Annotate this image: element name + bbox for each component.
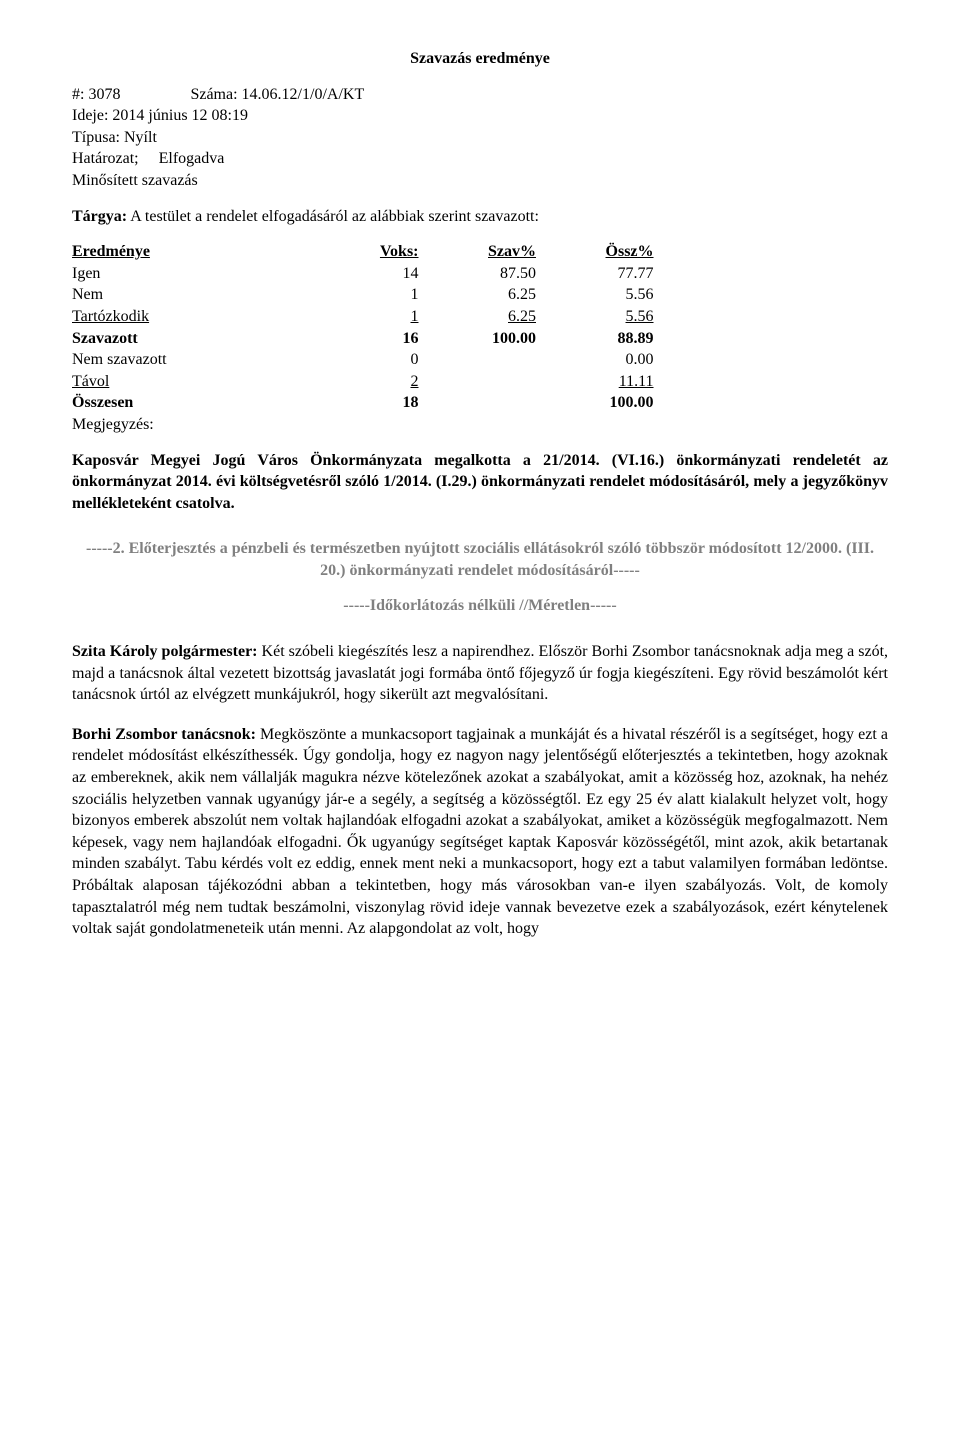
results-header-cell: Szav% — [425, 241, 543, 263]
results-row: Nem szavazott0 0.00 — [72, 349, 660, 371]
results-row: Igen1487.5077.77 — [72, 263, 660, 285]
agenda-heading: -----2. Előterjesztés a pénzbeli és term… — [72, 538, 888, 581]
results-cell — [425, 414, 543, 436]
results-cell: Nem — [72, 284, 307, 306]
number-label: Száma: — [190, 86, 237, 103]
results-cell: 5.56 — [542, 284, 660, 306]
meta-hash-line: #: 3078 Száma: 14.06.12/1/0/A/KT — [72, 84, 888, 106]
results-cell — [425, 392, 543, 414]
results-row: Összesen18 100.00 — [72, 392, 660, 414]
hash-cell: #: 3078 — [72, 84, 120, 106]
results-cell: 6.25 — [425, 306, 543, 328]
type-line: Típusa: Nyílt — [72, 127, 888, 149]
meta-block: #: 3078 Száma: 14.06.12/1/0/A/KT Ideje: … — [72, 84, 888, 192]
results-header-cell: Voks: — [307, 241, 425, 263]
results-cell: Összesen — [72, 392, 307, 414]
hash-label: #: — [72, 86, 84, 103]
results-row: Tartózkodik16.255.56 — [72, 306, 660, 328]
results-header-row: EredményeVoks:Szav%Össz% — [72, 241, 660, 263]
type-label: Típusa: — [72, 129, 120, 146]
document-title: Szavazás eredménye — [72, 48, 888, 70]
type-value: Nyílt — [124, 129, 157, 146]
paragraph-text: Megköszönte a munkacsoport tagjainak a m… — [72, 726, 888, 937]
speaker-name: Borhi Zsombor tanácsnok: — [72, 726, 256, 743]
number-value: 14.06.12/1/0/A/KT — [242, 86, 365, 103]
results-table: EredményeVoks:Szav%Össz%Igen1487.5077.77… — [72, 241, 660, 435]
time-line: Ideje: 2014 június 12 08:19 — [72, 105, 888, 127]
subject-text: A testület a rendelet elfogadásáról az a… — [130, 208, 539, 225]
results-cell: Tartózkodik — [72, 306, 307, 328]
results-cell: Igen — [72, 263, 307, 285]
results-cell: 87.50 — [425, 263, 543, 285]
results-row: Nem16.255.56 — [72, 284, 660, 306]
results-cell — [542, 414, 660, 436]
body-paragraph: Szita Károly polgármester: Két szóbeli k… — [72, 641, 888, 706]
speaker-name: Szita Károly polgármester: — [72, 643, 258, 660]
results-cell — [425, 371, 543, 393]
time-limit-line: -----Időkorlátozás nélküli //Méretlen---… — [72, 595, 888, 617]
results-cell: 100.00 — [542, 392, 660, 414]
results-cell: 11.11 — [542, 371, 660, 393]
hash-value: 3078 — [88, 86, 120, 103]
results-cell: Megjegyzés: — [72, 414, 307, 436]
decision-value: Elfogadva — [159, 150, 225, 167]
results-row: Megjegyzés: — [72, 414, 660, 436]
results-cell: Távol — [72, 371, 307, 393]
results-cell: 6.25 — [425, 284, 543, 306]
decision-label: Határozat; — [72, 150, 139, 167]
results-cell: 5.56 — [542, 306, 660, 328]
results-cell: 88.89 — [542, 328, 660, 350]
results-cell: 0.00 — [542, 349, 660, 371]
time-value: 2014 június 12 08:19 — [112, 107, 248, 124]
resolution-text: Kaposvár Megyei Jogú Város Önkormányzata… — [72, 450, 888, 515]
results-cell: 0 — [307, 349, 425, 371]
results-row: Távol2 11.11 — [72, 371, 660, 393]
results-cell: Nem szavazott — [72, 349, 307, 371]
results-cell: 14 — [307, 263, 425, 285]
results-header-cell: Eredménye — [72, 241, 307, 263]
results-cell: 1 — [307, 284, 425, 306]
results-cell: 16 — [307, 328, 425, 350]
results-cell: 1 — [307, 306, 425, 328]
results-header-cell: Össz% — [542, 241, 660, 263]
subject-label: Tárgya: — [72, 208, 127, 225]
results-cell: Szavazott — [72, 328, 307, 350]
results-cell — [307, 414, 425, 436]
results-cell: 2 — [307, 371, 425, 393]
number-cell: Száma: 14.06.12/1/0/A/KT — [190, 84, 364, 106]
results-cell: 100.00 — [425, 328, 543, 350]
time-label: Ideje: — [72, 107, 108, 124]
results-cell — [425, 349, 543, 371]
results-row: Szavazott16100.0088.89 — [72, 328, 660, 350]
results-cell: 18 — [307, 392, 425, 414]
subject-line: Tárgya: A testület a rendelet elfogadásá… — [72, 206, 888, 228]
body-paragraph: Borhi Zsombor tanácsnok: Megköszönte a m… — [72, 724, 888, 940]
decision-line: Határozat; Elfogadva — [72, 148, 888, 170]
results-cell: 77.77 — [542, 263, 660, 285]
qualified-line: Minősített szavazás — [72, 170, 888, 192]
